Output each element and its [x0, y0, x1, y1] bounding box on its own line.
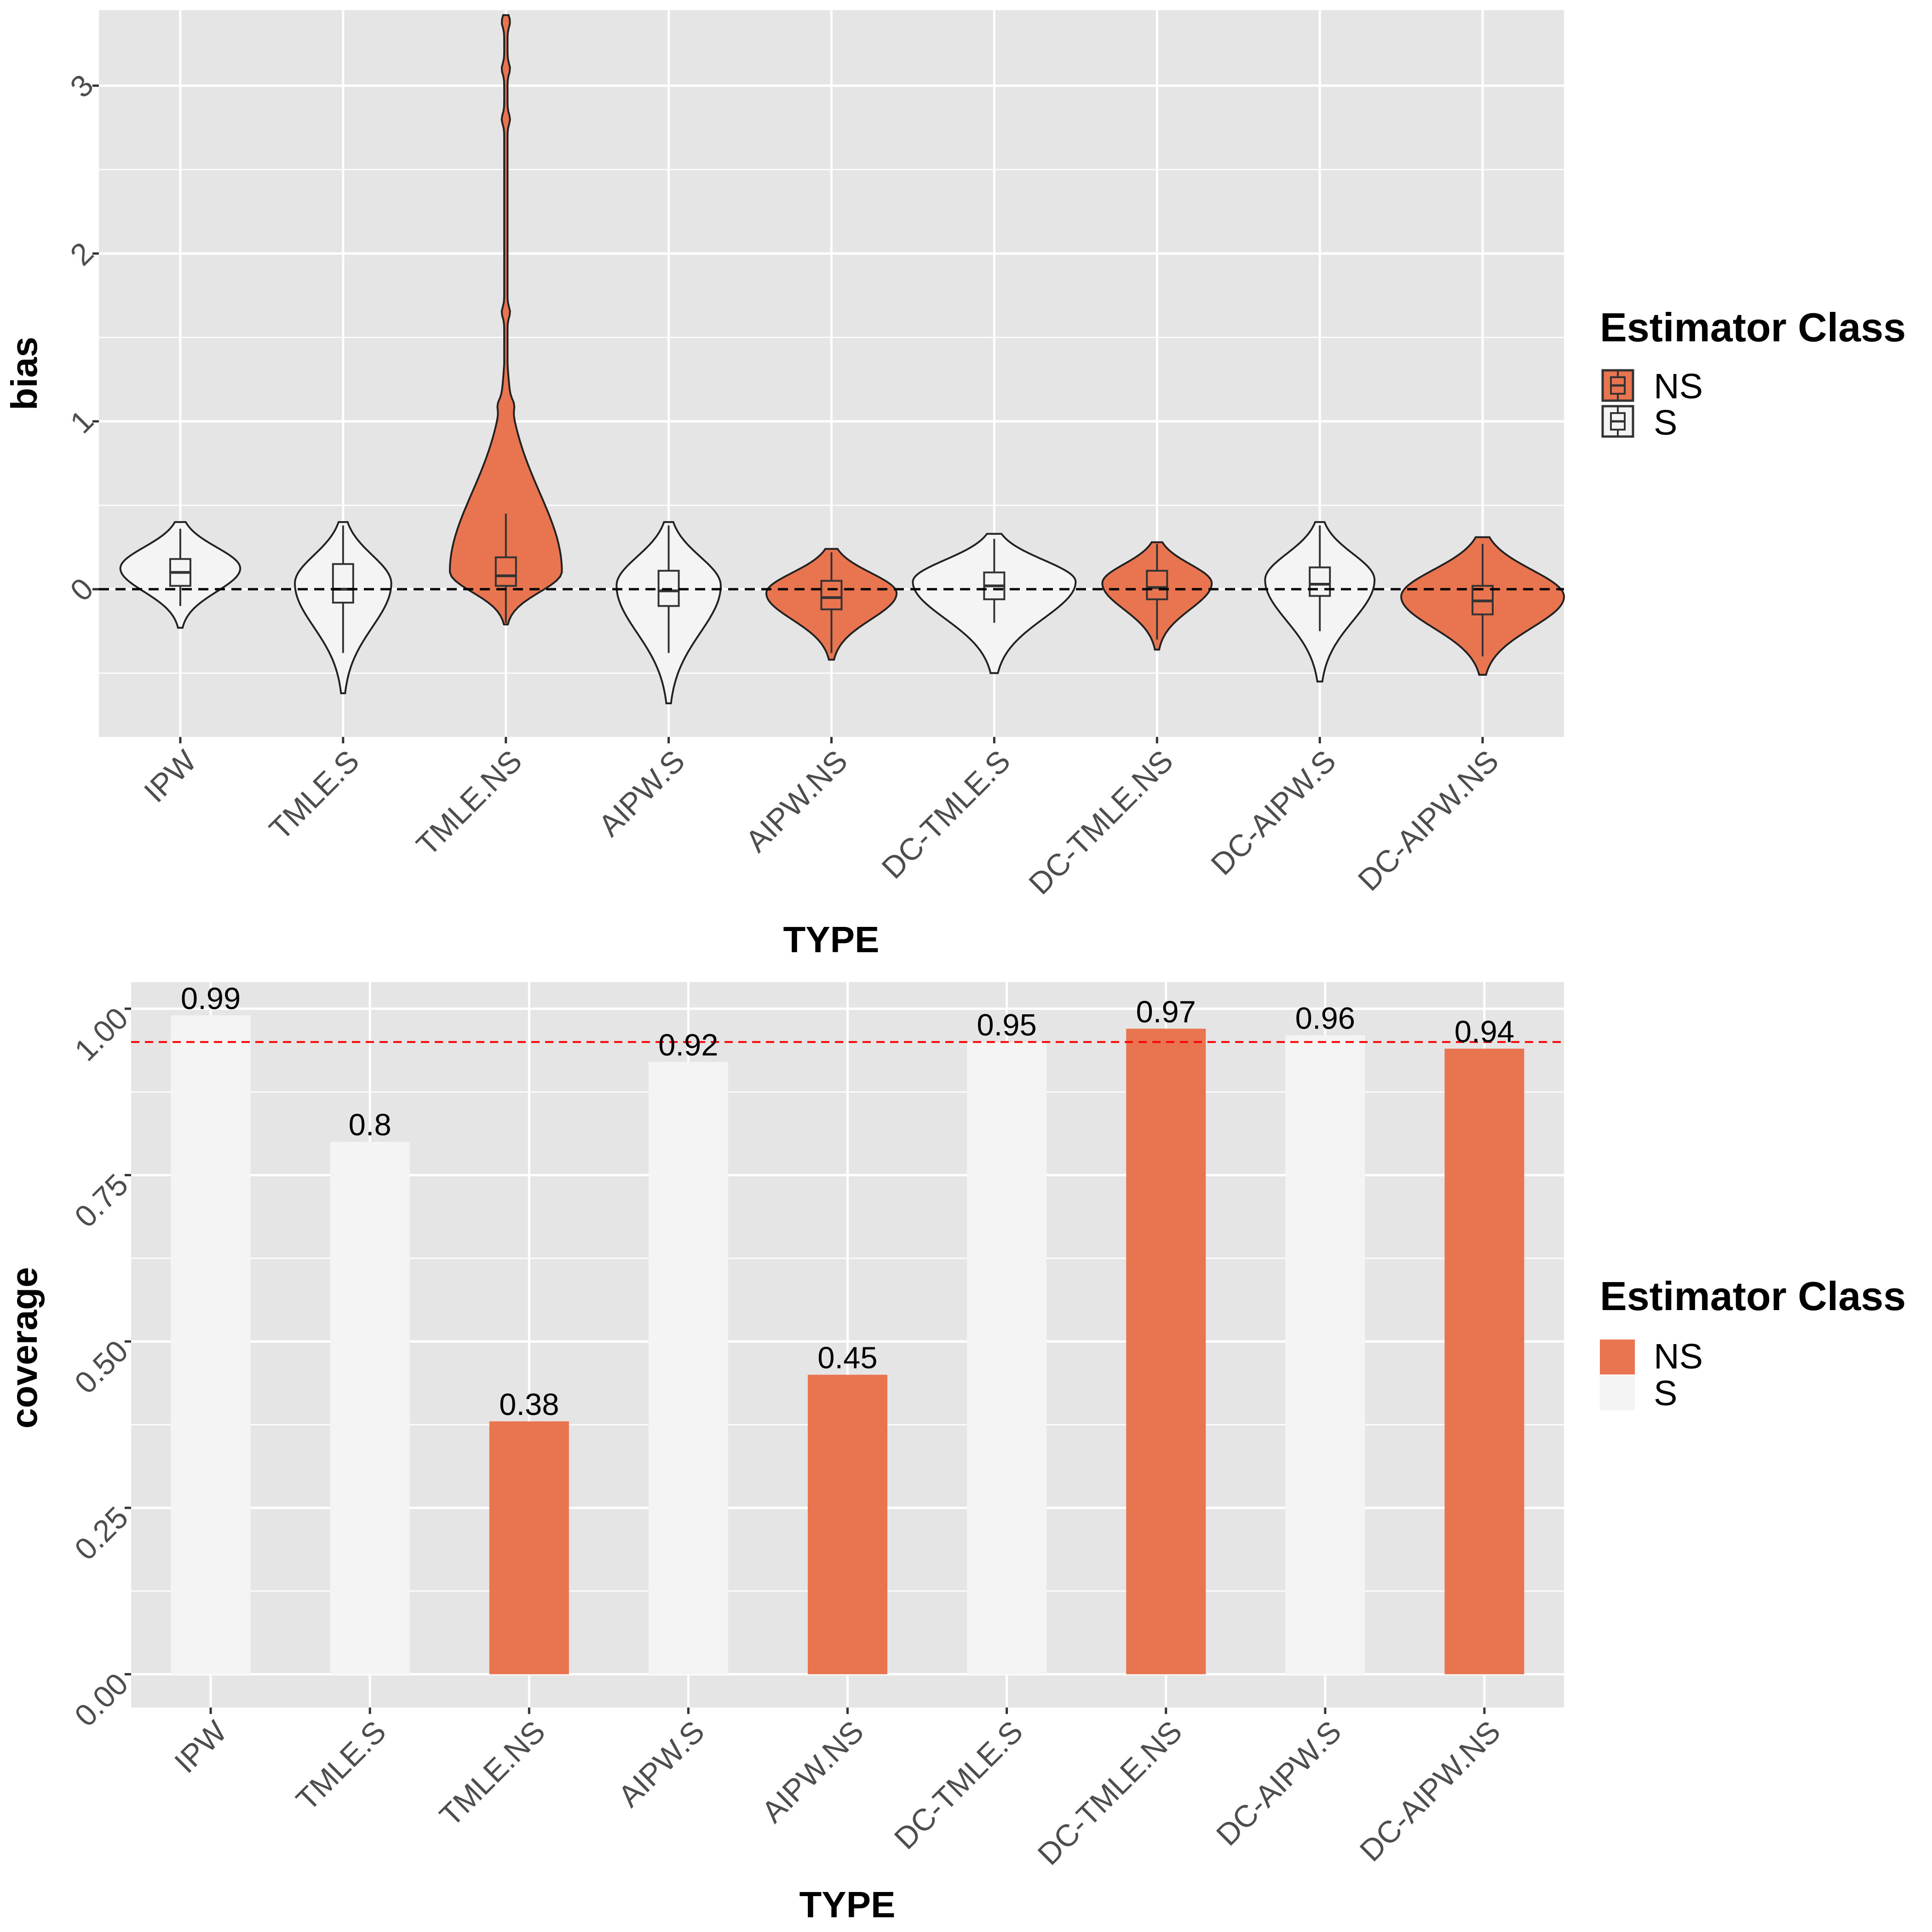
legend-label-s: S: [1654, 1374, 1677, 1413]
data-label-tmle-ns: 0.38: [499, 1387, 559, 1422]
data-label-dc-aipw-s: 0.96: [1295, 1001, 1355, 1036]
box-dc-tmle-ns: [1146, 569, 1168, 600]
box-tmle-ns: [494, 556, 517, 587]
coverage-y-axis-title: coverage: [4, 1267, 45, 1428]
x-tick-label-aipw-ns: AIPW.NS: [755, 1714, 870, 1829]
bar-dc-aipw-ns: [1444, 1048, 1524, 1674]
x-tick-label-dc-tmle-s: DC-TMLE.S: [875, 744, 1017, 886]
x-tick-label-dc-aipw-s: DC-AIPW.S: [1204, 744, 1342, 882]
coverage-legend-title: Estimator Class: [1600, 1273, 1906, 1319]
x-tick-label-dc-tmle-ns: DC-TMLE.NS: [1031, 1714, 1189, 1872]
bias-y-axis-title: bias: [4, 337, 45, 410]
x-tick-label-ipw: IPW: [168, 1714, 234, 1780]
data-label-dc-aipw-ns: 0.94: [1455, 1015, 1514, 1049]
x-tick-label-dc-aipw-ns: DC-AIPW.NS: [1353, 1714, 1507, 1869]
x-tick-label-aipw-s: AIPW.S: [612, 1714, 711, 1814]
box-aipw-ns: [820, 580, 843, 610]
bar-dc-tmle-s: [967, 1042, 1047, 1674]
box-tmle-s: [332, 563, 354, 604]
box-dc-aipw-s: [1309, 566, 1331, 597]
data-label-ipw: 0.99: [181, 981, 241, 1016]
data-label-dc-tmle-ns: 0.97: [1136, 995, 1196, 1029]
x-tick-label-dc-aipw-ns: DC-AIPW.NS: [1351, 744, 1506, 898]
coverage-bars: 0.99 0.8 0.38 0.92 0.45 0.95 0.97 0.96 0.94: [131, 981, 1564, 1674]
coverage-bar-chart: 0.99 0.8 0.38 0.92 0.45 0.95 0.97 0.96 0.94 0.00…: [4, 981, 1906, 1925]
legend-swatch-s: [1600, 1375, 1635, 1410]
bar-ipw: [171, 1015, 251, 1674]
bias-legend-title: Estimator Class: [1600, 305, 1906, 350]
violin-tmle-ns: [449, 14, 563, 626]
x-tick-label-dc-tmle-s: DC-TMLE.S: [888, 1714, 1029, 1856]
x-tick-label-tmle-s: TMLE.S: [263, 744, 366, 847]
x-tick-label-aipw-ns: AIPW.NS: [739, 744, 854, 859]
bias-legend: Estimator Class NS S: [1600, 305, 1906, 443]
x-tick-label-ipw: IPW: [138, 743, 203, 809]
legend-swatch-ns: [1600, 1340, 1635, 1374]
y-tick-label: 0.25: [68, 1500, 135, 1567]
bias-violins: [99, 14, 1565, 704]
x-tick-label-tmle-ns: TMLE.NS: [433, 1714, 552, 1833]
y-tick-label: 0.00: [68, 1667, 135, 1733]
bias-x-ticks: IPW TMLE.S TMLE.NS AIPW.S AIPW.NS DC-TMLE.S DC…: [138, 737, 1506, 901]
x-tick-label-aipw-s: AIPW.S: [592, 744, 691, 843]
y-tick-label: 0.75: [68, 1167, 135, 1234]
coverage-legend: Estimator Class NS S: [1600, 1273, 1906, 1413]
data-label-aipw-s: 0.92: [658, 1028, 718, 1063]
bar-aipw-ns: [807, 1374, 888, 1674]
bar-dc-tmle-ns: [1126, 1029, 1206, 1674]
legend-label-ns: NS: [1654, 367, 1703, 406]
x-tick-label-dc-aipw-s: DC-AIPW.S: [1210, 1714, 1348, 1852]
bias-x-axis-title: TYPE: [783, 919, 880, 960]
coverage-y-ticks: 0.00 0.25 0.50 0.75 1.00: [68, 1001, 135, 1733]
coverage-x-axis-title: TYPE: [799, 1884, 896, 1925]
legend-box-glyphs: [1610, 370, 1626, 437]
legend-label-s: S: [1654, 403, 1677, 443]
y-tick-label: 1.00: [68, 1001, 135, 1068]
data-label-aipw-ns: 0.45: [817, 1341, 877, 1375]
y-tick-label: 0.50: [68, 1334, 135, 1400]
bar-tmle-ns: [489, 1421, 569, 1674]
bar-tmle-s: [330, 1142, 410, 1674]
bar-aipw-s: [648, 1062, 728, 1674]
coverage-x-ticks: IPW TMLE.S TMLE.NS AIPW.S AIPW.NS DC-TMLE.S DC…: [168, 1708, 1507, 1872]
x-tick-label-tmle-ns: TMLE.NS: [410, 744, 529, 862]
x-tick-label-tmle-s: TMLE.S: [290, 1714, 393, 1817]
legend-label-ns: NS: [1654, 1337, 1703, 1376]
data-label-tmle-s: 0.8: [349, 1108, 391, 1142]
bar-dc-aipw-s: [1285, 1035, 1365, 1674]
data-label-dc-tmle-s: 0.95: [977, 1008, 1036, 1042]
x-tick-label-dc-tmle-ns: DC-TMLE.NS: [1022, 744, 1180, 902]
